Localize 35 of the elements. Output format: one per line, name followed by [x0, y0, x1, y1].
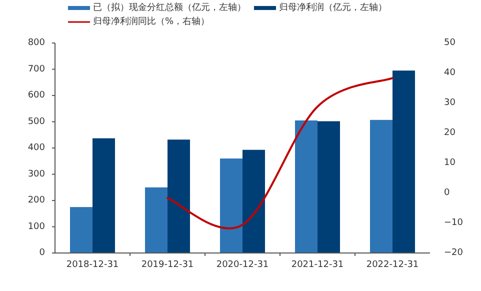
y2-tick-label: 0: [444, 188, 450, 198]
bar: [318, 121, 340, 253]
y2-tick-label: 10: [444, 158, 456, 168]
y-tick-label: 500: [28, 116, 46, 127]
y-tick-label: 300: [28, 169, 46, 180]
legend-label: 归母净利润同比（%，右轴）: [93, 16, 210, 27]
bar: [392, 70, 415, 253]
bar: [370, 120, 392, 253]
y-tick-label: 200: [28, 196, 46, 206]
x-tick-label: 2021-12-31: [291, 260, 344, 270]
y-tick-label: 400: [28, 143, 46, 153]
bar: [242, 150, 265, 253]
y2-tick-label: 30: [444, 98, 456, 108]
x-tick-label: 2018-12-31: [66, 260, 119, 270]
x-tick-label: 2020-12-31: [216, 260, 269, 270]
legend-label: 归母净利润（亿元，左轴）: [279, 2, 387, 13]
legend-label: 已（拟）现金分红总额（亿元，左轴）: [93, 2, 246, 13]
bar: [295, 120, 318, 253]
y2-tick-label: 40: [444, 68, 456, 78]
bar: [168, 140, 190, 253]
y2-tick-label: −10: [444, 218, 464, 228]
bar: [220, 158, 242, 253]
y2-tick-label: −20: [444, 248, 464, 258]
bar: [70, 207, 92, 253]
y-tick-label: 800: [28, 38, 46, 48]
y-tick-label: 600: [28, 90, 46, 100]
bar: [145, 187, 168, 253]
x-tick-label: 2019-12-31: [141, 260, 194, 270]
y-tick-label: 100: [28, 222, 46, 232]
y-tick-label: 0: [39, 248, 46, 258]
y-tick-label: 700: [28, 64, 46, 74]
bar: [92, 138, 115, 253]
y2-tick-label: 20: [444, 128, 456, 138]
y2-tick-label: 50: [444, 38, 456, 48]
x-tick-label: 2022-12-31: [366, 260, 419, 270]
